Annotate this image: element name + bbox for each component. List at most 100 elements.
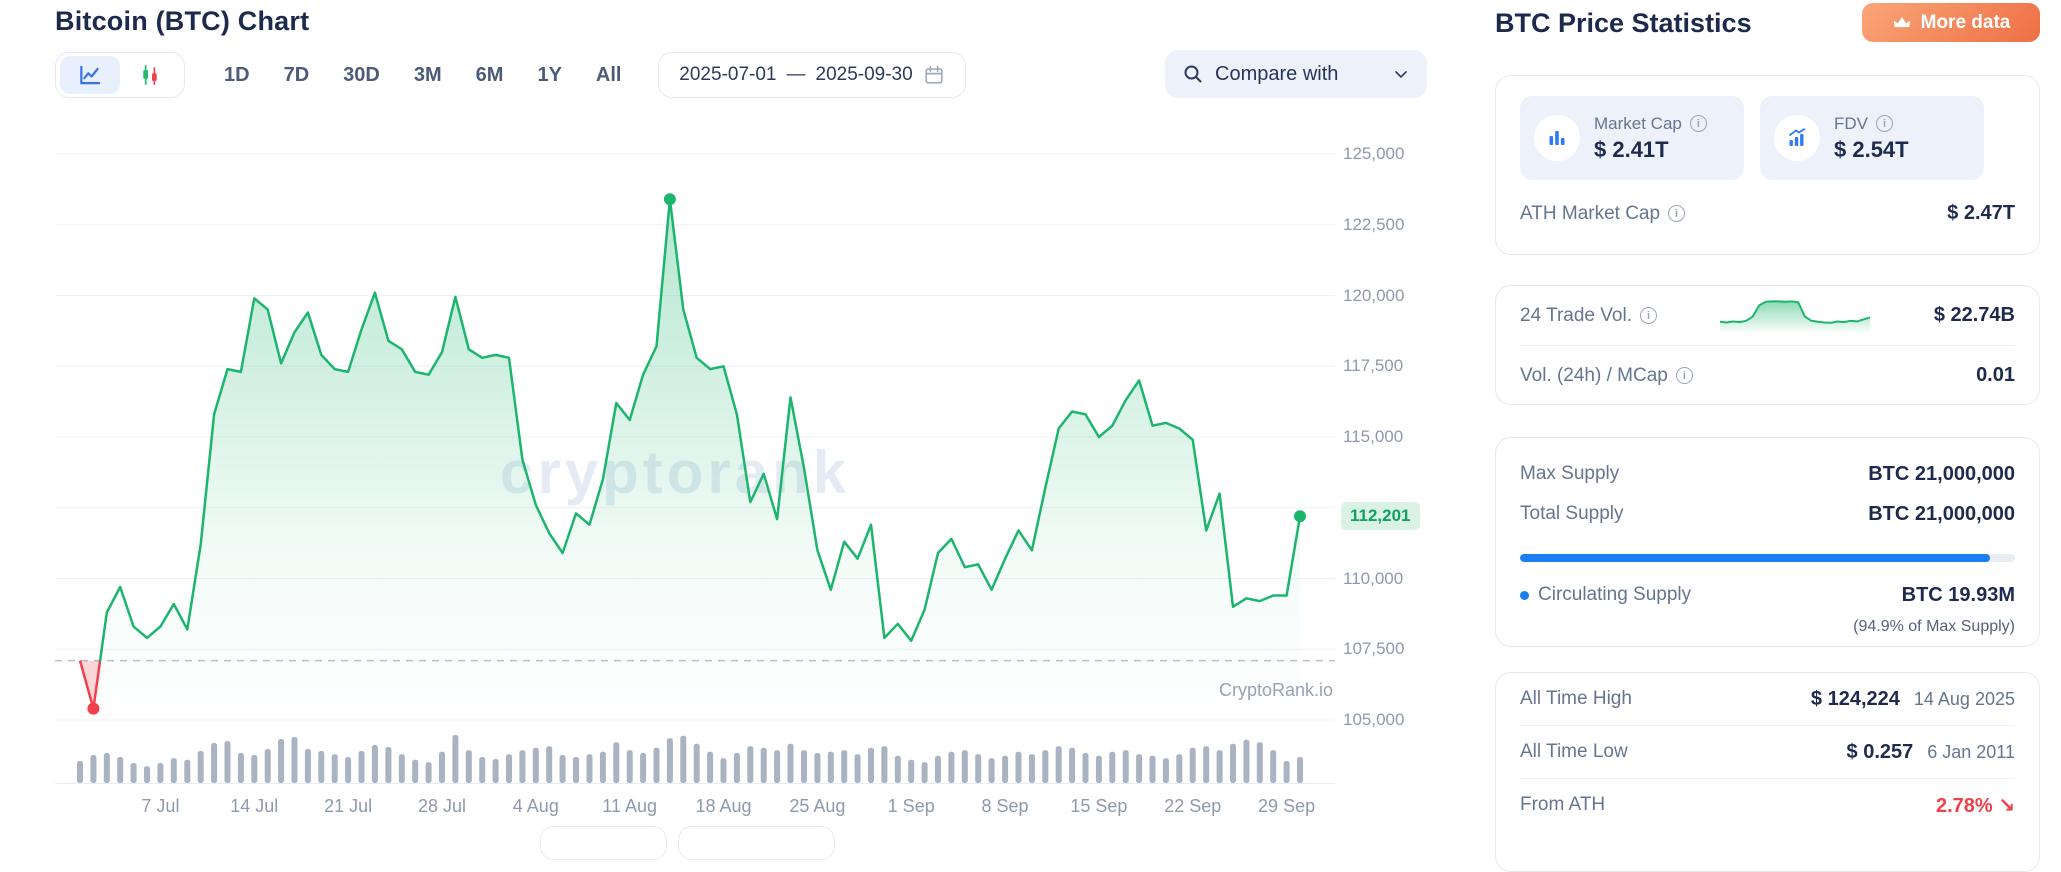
calendar-icon <box>925 65 943 84</box>
vol-mcap-label: Vol. (24h) / MCap <box>1520 364 1668 386</box>
all-time-high-date: 14 Aug 2025 <box>1913 688 2015 709</box>
y-axis-label: 125,000 <box>1343 144 1405 163</box>
total-supply-label: Total Supply <box>1520 503 1624 524</box>
circulating-supply-note: (94.9% of Max Supply) <box>1853 618 2015 635</box>
range-all[interactable]: All <box>595 63 622 86</box>
range-3m[interactable]: 3M <box>413 63 442 86</box>
crown-icon <box>1893 16 1910 27</box>
x-axis-label: 1 Sep <box>887 796 935 816</box>
more-data-button[interactable]: More data <box>1862 3 2040 42</box>
line-chart-icon <box>80 65 101 85</box>
trend-up-bars-icon <box>1789 128 1806 146</box>
y-axis-label: 122,500 <box>1343 214 1405 234</box>
info-icon[interactable] <box>1668 205 1686 222</box>
candlestick-toggle[interactable] <box>120 56 180 94</box>
x-axis-label: 8 Sep <box>981 796 1029 816</box>
all-time-low-label: All Time Low <box>1520 741 1628 762</box>
fdv-tile: FDV $ 2.54T <box>1760 96 1984 180</box>
x-axis-label: 4 Aug <box>512 796 559 816</box>
search-icon <box>1184 65 1202 83</box>
price-chart[interactable] <box>0 0 1470 833</box>
all-time-low-date: 6 Jan 2011 <box>1927 741 2015 762</box>
max-supply-value: BTC 21,000,000 <box>1868 462 2015 485</box>
candlestick-icon <box>143 65 157 85</box>
info-icon[interactable] <box>1689 115 1707 132</box>
ath-market-cap-value: $ 2.47T <box>1947 202 2015 224</box>
price-area <box>80 199 1300 721</box>
x-axis-label: 22 Sep <box>1164 796 1222 816</box>
range-1d[interactable]: 1D <box>224 63 250 86</box>
y-axis-label: 107,500 <box>1343 639 1405 659</box>
volume-sparkline <box>1720 299 1871 334</box>
low-point-dot <box>87 702 100 715</box>
total-supply-value: BTC 21,000,000 <box>1868 502 2015 525</box>
max-supply-row: Max Supply BTC 21,000,000 <box>1520 454 2015 494</box>
trade-vol-row: 24 Trade Vol. $ 22.74B <box>1520 286 2015 345</box>
x-axis-label: 18 Aug <box>695 796 752 816</box>
date-range-picker[interactable]: 2025-07-01 — 2025-09-30 <box>658 52 966 98</box>
x-axis-label: 11 Aug <box>602 796 658 816</box>
x-axis-label: 21 Jul <box>324 796 373 816</box>
cutoff-pill[interactable] <box>678 826 835 860</box>
supply-card: Max Supply BTC 21,000,000 Total Supply B… <box>1495 437 2040 647</box>
market-cap-label: Market Cap <box>1594 113 1682 133</box>
range-30d[interactable]: 30D <box>343 63 380 86</box>
line-chart-toggle[interactable] <box>60 56 120 94</box>
range-6m[interactable]: 6M <box>475 63 504 86</box>
more-data-label: More data <box>1920 11 2011 33</box>
all-time-high-row: All Time High $ 124,224 14 Aug 2025 <box>1520 673 2015 725</box>
ath-market-cap-row: ATH Market Cap $ 2.47T <box>1520 202 2015 225</box>
ath-card: All Time High $ 124,224 14 Aug 2025 All … <box>1495 672 2040 872</box>
date-from: 2025-07-01 <box>679 64 777 85</box>
total-supply-row: Total Supply BTC 21,000,000 <box>1520 494 2015 534</box>
x-axis-label: 14 Jul <box>230 796 279 816</box>
y-axis-label: 105,000 <box>1343 710 1405 729</box>
current-price-badge: 112,201 <box>1341 502 1420 531</box>
info-icon[interactable] <box>1876 115 1893 132</box>
bar-chart-icon <box>1549 131 1565 145</box>
y-axis-label: 115,000 <box>1343 427 1404 446</box>
y-axis-label: 110,000 <box>1343 568 1404 588</box>
from-ath-row: From ATH 2.78% <box>1520 779 2015 831</box>
ath-market-cap-label: ATH Market Cap <box>1520 202 1661 224</box>
circulating-dot-icon <box>1520 590 1529 600</box>
fdv-label: FDV <box>1834 113 1868 133</box>
trade-vol-value: $ 22.74B <box>1933 304 2015 326</box>
volume-bars <box>77 735 1303 783</box>
trade-vol-label: 24 Trade Vol. <box>1520 304 1632 326</box>
market-cap-card: Market Cap $ 2.41T FDV $ 2.54T ATH Marke… <box>1495 75 2040 255</box>
market-cap-tile: Market Cap $ 2.41T <box>1520 96 1744 180</box>
all-time-high-label: All Time High <box>1520 688 1632 709</box>
x-axis-label: 28 Jul <box>417 796 466 816</box>
info-icon[interactable] <box>1639 307 1657 324</box>
from-ath-label: From ATH <box>1520 794 1606 815</box>
range-buttons: 1D 7D 30D 3M 6M 1Y All <box>214 52 631 98</box>
info-icon[interactable] <box>1675 367 1693 384</box>
y-axis-label: 120,000 <box>1343 285 1405 305</box>
circulating-supply-row: Circulating Supply BTC 19.93M <box>1520 578 2015 612</box>
volume-card: 24 Trade Vol. $ 22.74B Vol. (24h) / MCap… <box>1495 285 2040 405</box>
date-separator: — <box>786 64 806 85</box>
circulating-supply-value: BTC 19.93M <box>1901 583 2015 606</box>
from-ath-value: 2.78% <box>1936 793 2015 818</box>
vol-mcap-row: Vol. (24h) / MCap 0.01 <box>1520 346 2015 405</box>
x-axis-label: 15 Sep <box>1070 796 1128 816</box>
all-time-low-value: $ 0.257 <box>1846 740 1914 763</box>
all-time-low-row: All Time Low $ 0.257 6 Jan 2011 <box>1520 726 2015 778</box>
market-cap-value: $ 2.41T <box>1594 136 1669 162</box>
all-time-high-value: $ 124,224 <box>1810 687 1900 710</box>
range-7d[interactable]: 7D <box>283 63 310 86</box>
x-axis-label: 29 Sep <box>1258 796 1316 816</box>
sidebar-title: BTC Price Statistics <box>1495 8 1752 38</box>
page-title: Bitcoin (BTC) Chart <box>55 6 310 36</box>
fdv-value: $ 2.54T <box>1834 136 1909 162</box>
y-axis-label: 117,500 <box>1343 356 1404 376</box>
circulating-supply-bar <box>1520 554 2015 562</box>
ath-point-dot <box>663 193 676 206</box>
compare-with-dropdown[interactable]: Compare with <box>1165 50 1427 98</box>
price-line <box>98 198 1302 662</box>
range-1y[interactable]: 1Y <box>537 63 562 86</box>
cutoff-pill[interactable] <box>540 826 667 860</box>
date-to: 2025-09-30 <box>815 64 913 85</box>
circulating-supply-bar-fill <box>1520 554 1990 562</box>
